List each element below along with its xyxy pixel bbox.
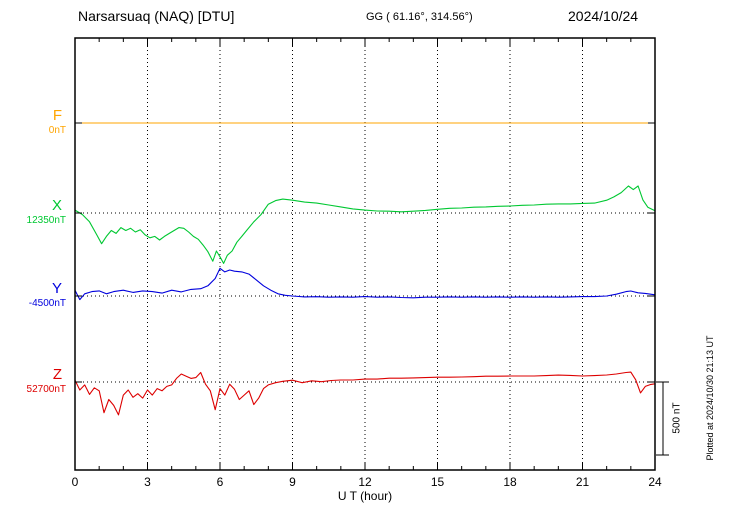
trace-lines (74, 122, 656, 416)
series-Y-line (74, 267, 656, 301)
component-Z-label: Z (52, 366, 62, 383)
gg-coordinates: GG ( 61.16°, 314.56°) (366, 11, 473, 23)
station-title: Narsarsuaq (NAQ) [DTU] (78, 8, 235, 24)
series-Z-line (74, 371, 656, 416)
date-label: 2024/10/24 (568, 8, 639, 24)
x-tick-label-15: 15 (430, 475, 445, 489)
x-axis-label: U T (hour) (337, 489, 393, 503)
series-X-line (74, 185, 656, 264)
scale-bar-bracket (656, 381, 669, 456)
x-tick-label-6: 6 (216, 475, 224, 489)
gridlines (75, 38, 655, 470)
component-X-label: X (51, 197, 62, 214)
component-Y-label: Y (51, 280, 62, 297)
x-tick-label-21: 21 (575, 475, 590, 489)
component-F-baseline-value: 0nT (48, 125, 66, 136)
x-tick-label-12: 12 (358, 475, 372, 489)
plotted-at-note: Plotted at 2024/10/30 21:13 UT (705, 335, 715, 461)
component-X-baseline-value: 12350nT (26, 215, 66, 226)
scale-bar-label: 500 nT (671, 402, 683, 434)
x-tick-label-3: 3 (144, 475, 151, 489)
x-tick-label-9: 9 (289, 475, 296, 489)
component-Y-baseline-value: -4500nT (28, 298, 66, 309)
component-Z-baseline-value: 52700nT (26, 384, 66, 395)
component-F-label: F (52, 107, 62, 124)
x-tick-label-18: 18 (503, 475, 517, 489)
axis-ticks (74, 38, 656, 470)
x-tick-label-0: 0 (71, 475, 79, 489)
x-tick-label-24: 24 (648, 475, 662, 489)
